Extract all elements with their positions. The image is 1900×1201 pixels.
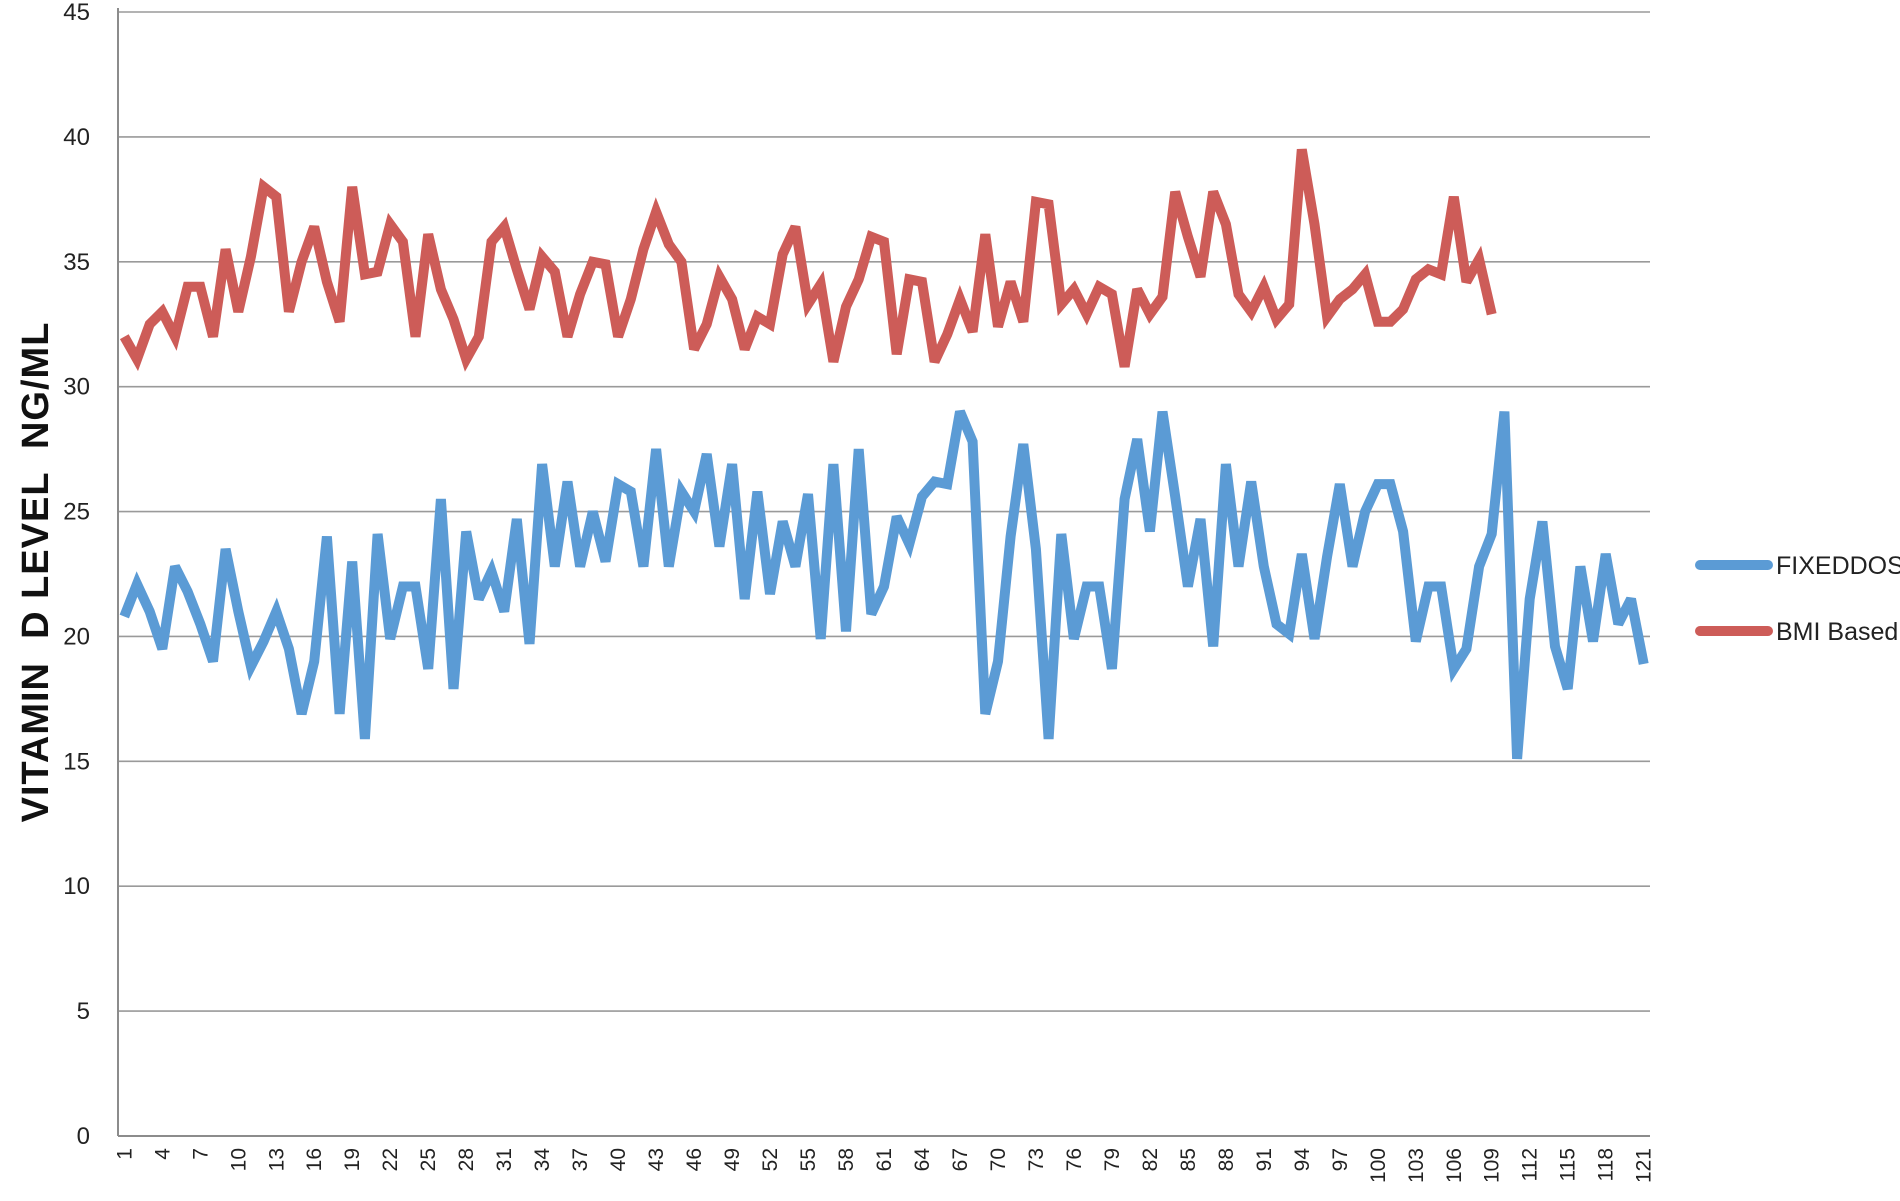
x-tick-label: 7 — [189, 1148, 212, 1160]
x-tick-label: 79 — [1101, 1148, 1124, 1171]
axes — [117, 8, 1650, 1137]
y-tick-label: 20 — [63, 623, 90, 650]
x-tick-label: 49 — [721, 1148, 744, 1171]
x-tick-label: 91 — [1253, 1148, 1276, 1171]
x-tick-label: 55 — [797, 1148, 820, 1171]
y-tick-label: 15 — [63, 748, 90, 775]
x-tick-label: 67 — [949, 1148, 972, 1171]
x-tick-label: 40 — [607, 1148, 630, 1171]
y-tick-label: 35 — [63, 249, 90, 276]
x-tick-label: 4 — [151, 1148, 174, 1160]
y-tick-label: 25 — [63, 499, 90, 526]
x-tick-labels: 1 4 7 10 13 16 19 22 25 28 31 34 37 40 43 46 49 52 55 58 61 6… — [113, 1148, 1655, 1183]
x-tick-label: 46 — [683, 1148, 706, 1171]
x-tick-label: 85 — [1177, 1148, 1200, 1171]
gridlines — [118, 11, 1650, 1012]
legend-label: BMI Based — [1776, 618, 1898, 646]
y-tick-label: 40 — [63, 124, 90, 151]
x-tick-label: 19 — [341, 1148, 364, 1171]
x-tick-label: 73 — [1025, 1148, 1048, 1171]
legend-label: FIXEDDOSE — [1776, 552, 1900, 580]
x-tick-label: 112 — [1519, 1148, 1542, 1181]
x-tick-label: 121 — [1633, 1148, 1656, 1183]
x-tick-label: 94 — [1291, 1148, 1314, 1172]
x-tick-label: 76 — [1063, 1148, 1086, 1171]
x-tick-label: 64 — [911, 1148, 934, 1172]
x-tick-label: 28 — [455, 1148, 478, 1171]
x-tick-label: 16 — [303, 1148, 326, 1171]
series-lines — [119, 148, 1649, 760]
x-tick-label: 37 — [569, 1148, 592, 1171]
series-line-bmi-based — [119, 148, 1497, 372]
series-line-fixeddose — [119, 409, 1649, 760]
x-tick-label: 118 — [1595, 1148, 1618, 1181]
x-tick-label: 115 — [1557, 1148, 1580, 1181]
x-tick-label: 61 — [873, 1148, 896, 1171]
x-tick-label: 70 — [987, 1148, 1010, 1171]
x-tick-label: 25 — [417, 1148, 440, 1171]
x-tick-label: 34 — [531, 1148, 554, 1172]
y-tick-label: 10 — [63, 873, 90, 900]
legend: FIXEDDOSE BMI Based — [1695, 552, 1900, 646]
x-tick-label: 43 — [645, 1148, 668, 1171]
x-tick-label: 1 — [113, 1148, 136, 1160]
y-tick-label: 45 — [63, 0, 90, 26]
x-tick-label: 52 — [759, 1148, 782, 1171]
x-tick-label: 82 — [1139, 1148, 1162, 1171]
x-tick-label: 10 — [227, 1148, 250, 1171]
x-tick-label: 97 — [1329, 1148, 1352, 1171]
y-tick-label: 30 — [63, 374, 90, 401]
x-tick-label: 109 — [1481, 1148, 1504, 1183]
x-tick-label: 106 — [1443, 1148, 1466, 1183]
x-tick-label: 100 — [1367, 1148, 1390, 1183]
x-tick-label: 58 — [835, 1148, 858, 1171]
x-tick-label: 31 — [493, 1148, 516, 1171]
x-tick-label: 22 — [379, 1148, 402, 1171]
y-tick-label: 5 — [77, 998, 90, 1025]
y-tick-label: 0 — [77, 1123, 90, 1150]
y-tick-labels: 0 5 10 15 20 25 30 35 40 45 — [63, 0, 90, 1150]
x-tick-label: 88 — [1215, 1148, 1238, 1171]
x-tick-label: 103 — [1405, 1148, 1428, 1183]
y-axis-label: VITAMIN D LEVEL NG/ML — [15, 322, 57, 823]
x-tick-label: 13 — [265, 1148, 288, 1171]
